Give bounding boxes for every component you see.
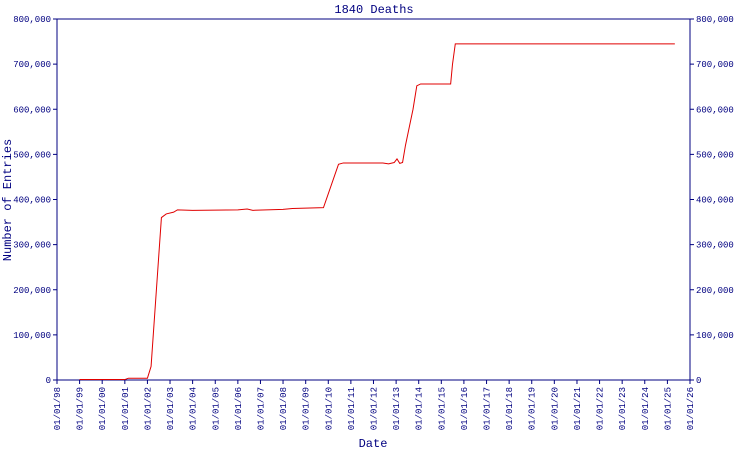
y-tick-label: 500,000 [13,150,51,160]
x-tick-label: 01/01/23 [618,387,628,430]
x-tick-label: 01/01/16 [460,387,470,430]
y-tick-label: 800,000 [13,15,51,25]
x-tick-label: 01/01/13 [392,387,402,430]
x-tick-label: 01/01/12 [369,387,379,430]
x-tick-label: 01/01/00 [98,387,108,430]
x-tick-label: 01/01/25 [663,387,673,430]
x-tick-label: 01/01/01 [121,387,131,430]
y-tick-label: 400,000 [13,196,51,206]
x-tick-label: 01/01/06 [234,387,244,430]
y2-tick-label: 800,000 [696,15,734,25]
x-tick-label: 01/01/03 [166,387,176,430]
y-tick-label: 600,000 [13,105,51,115]
plot-frame [56,18,691,381]
x-tick-label: 01/01/11 [347,387,357,430]
chart-title: 1840 Deaths [334,3,413,17]
y2-tick-label: 600,000 [696,105,734,115]
y2-tick-label: 0 [696,376,701,386]
x-tick-label: 01/01/04 [189,387,199,430]
y-tick-label: 700,000 [13,60,51,70]
y-tick-label: 0 [46,376,51,386]
y-tick-label: 300,000 [13,241,51,251]
x-tick-label: 01/01/20 [550,387,560,430]
x-tick-label: 01/01/99 [76,387,86,430]
data-line [79,43,675,381]
x-tick-label: 01/01/17 [483,387,493,430]
y2-tick-label: 700,000 [696,60,734,70]
y2-tick-label: 300,000 [696,241,734,251]
x-tick-label: 01/01/07 [256,387,266,430]
x-axis-label: Date [359,437,388,450]
x-tick-label: 01/01/21 [573,387,583,430]
y2-tick-label: 100,000 [696,331,734,341]
x-tick-label: 01/01/10 [324,387,334,430]
x-tick-label: 01/01/02 [143,387,153,430]
y2-tick-label: 500,000 [696,150,734,160]
y2-tick-label: 400,000 [696,196,734,206]
y-tick-label: 100,000 [13,331,51,341]
y2-tick-label: 200,000 [696,286,734,296]
x-tick-label: 01/01/98 [53,387,63,430]
x-tick-label: 01/01/05 [211,387,221,430]
x-tick-label: 01/01/19 [528,387,538,430]
x-tick-label: 01/01/24 [641,387,651,430]
x-tick-label: 01/01/08 [279,387,289,430]
x-tick-label: 01/01/09 [302,387,312,430]
x-tick-label: 01/01/14 [415,387,425,430]
y-axis-label: Number of Entries [1,139,15,261]
x-tick-label: 01/01/18 [505,387,515,430]
x-tick-label: 01/01/15 [437,387,447,430]
x-tick-label: 01/01/22 [596,387,606,430]
y-tick-label: 200,000 [13,286,51,296]
x-tick-label: 01/01/26 [686,387,696,430]
